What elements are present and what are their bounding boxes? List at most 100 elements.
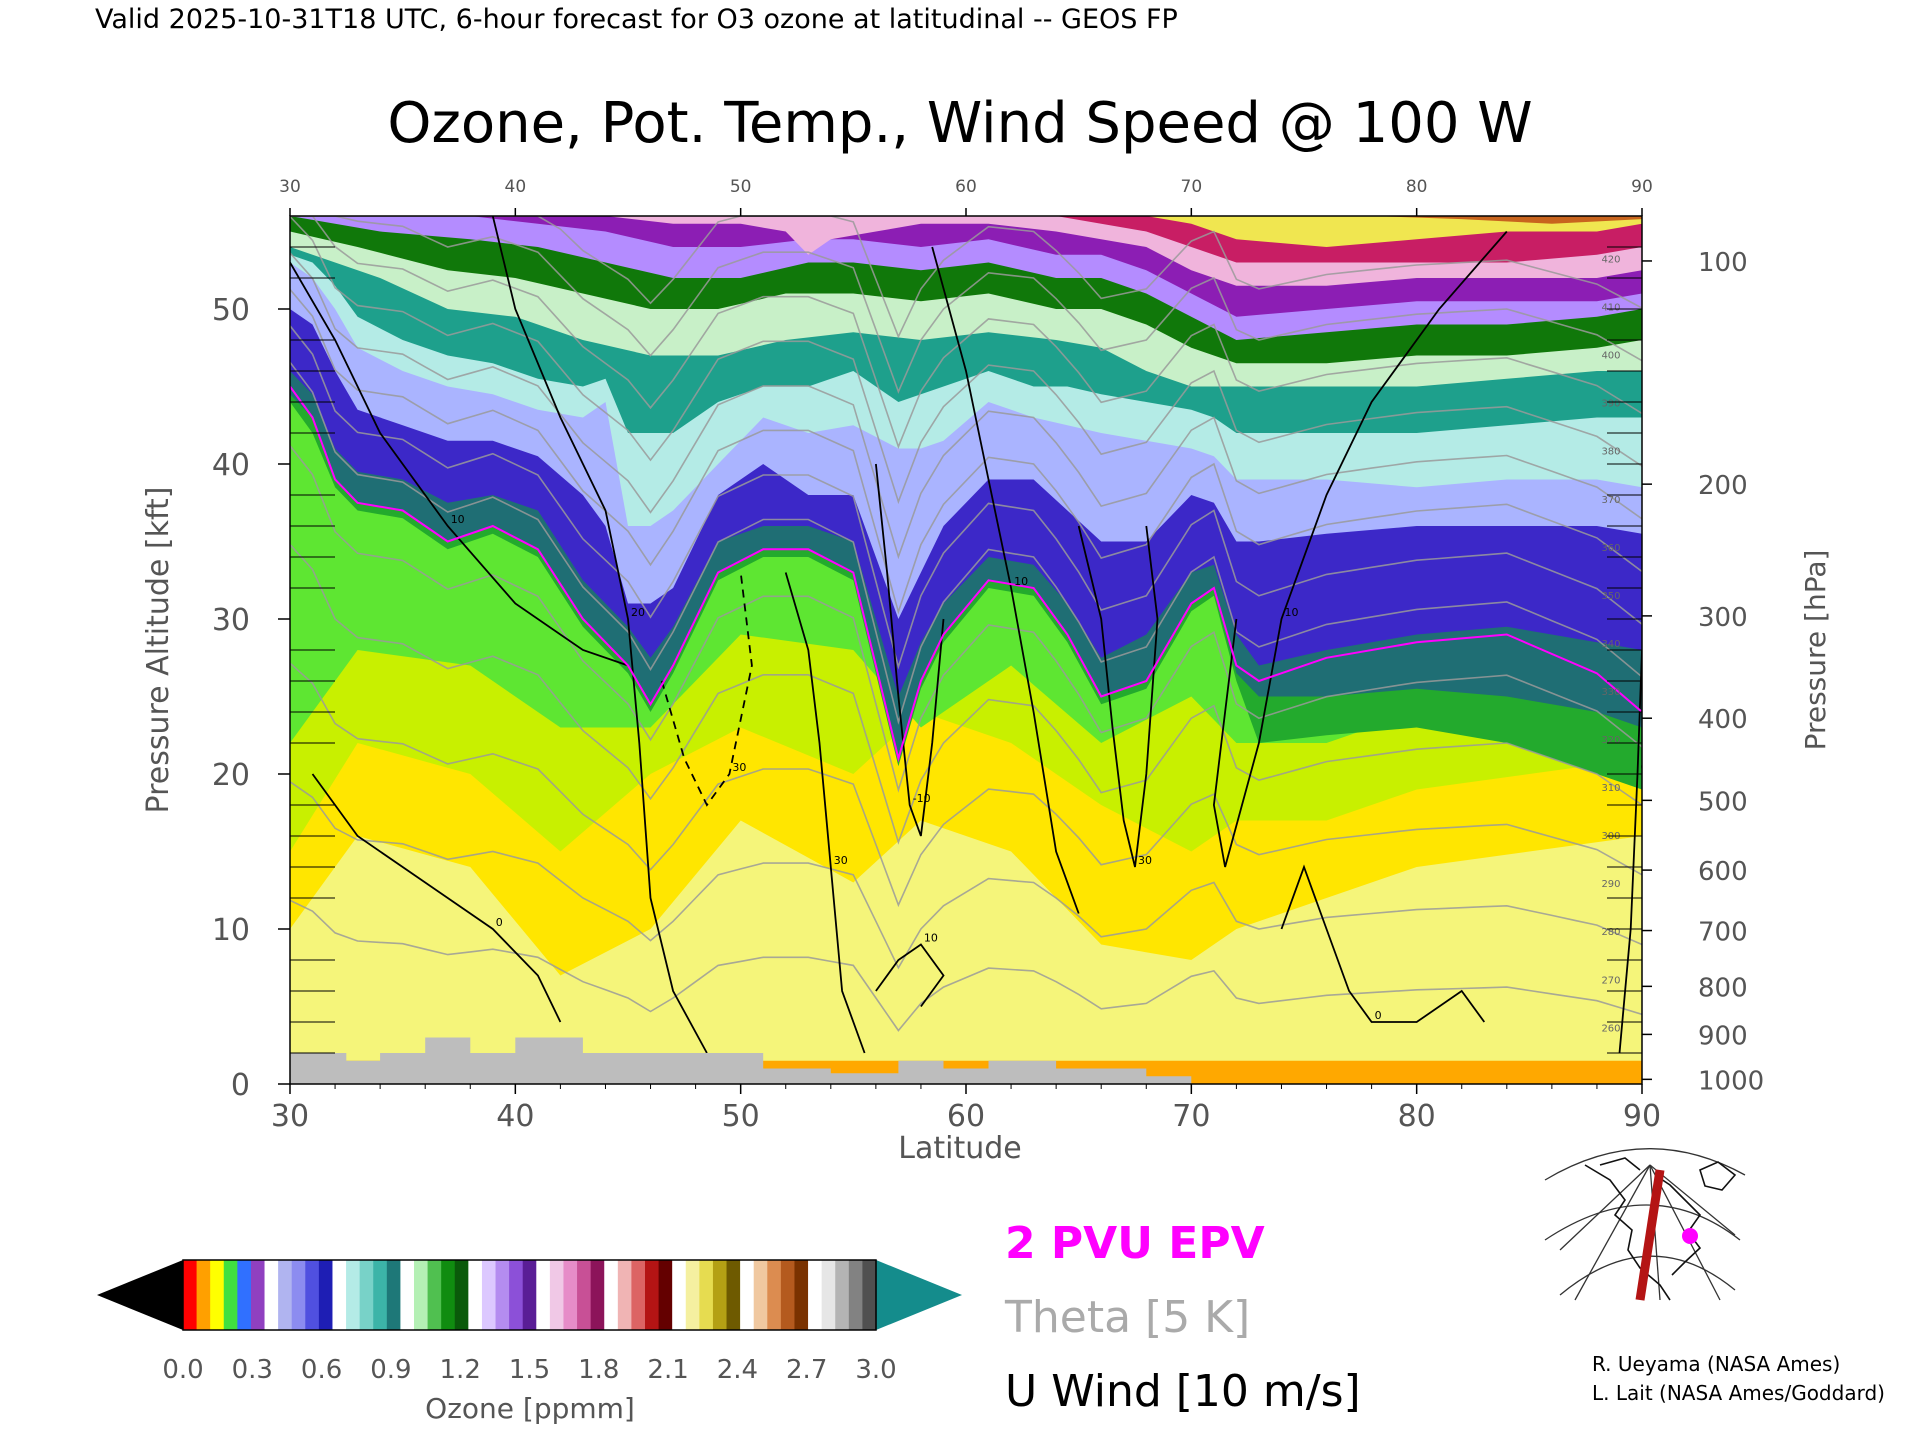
surface-terrain — [290, 1037, 1642, 1084]
map-coast-east — [1654, 1174, 1702, 1276]
colorbar-swatch — [264, 1260, 279, 1330]
theta-label: 290 — [1601, 879, 1620, 890]
theta-line-6 — [290, 325, 1642, 670]
colorbar-swatch — [400, 1260, 415, 1330]
theta-line-8 — [290, 252, 1642, 560]
x-axis-label: Latitude — [898, 1131, 1021, 1166]
colorbar-swatch — [536, 1260, 551, 1330]
pressure-tick-label: 200 — [1698, 471, 1748, 501]
colorbar-swatch — [522, 1260, 537, 1330]
colorbar-swatch — [346, 1260, 361, 1330]
pressure-tick-label: 400 — [1698, 705, 1748, 735]
x-tick-label: 30 — [271, 1099, 309, 1134]
colorbar-swatch — [712, 1260, 728, 1330]
theta-line-11 — [290, 216, 1642, 394]
colorbar-swatch — [386, 1260, 402, 1330]
colorbar-swatch — [645, 1260, 660, 1330]
locator-map — [1544, 1148, 1746, 1301]
colorbar: 0.0 0.3 0.6 0.9 1.2 1.5 1.8 2.1 2.4 2.7 3.0 — [97, 1259, 962, 1385]
colorbar-swatch — [318, 1260, 334, 1330]
colorbar-tick-label: 0.9 — [370, 1355, 411, 1385]
theta-line-3 — [290, 544, 1642, 845]
pressure-tick-label: 300 — [1698, 603, 1748, 633]
ozone-bands — [290, 216, 1642, 1061]
colorbar-swatch — [183, 1260, 198, 1330]
theta-line-7 — [290, 288, 1642, 615]
colorbar-swatch — [794, 1260, 809, 1330]
map-meridian-4 — [1574, 1164, 1651, 1301]
colorbar-swatch — [427, 1260, 442, 1330]
theta-label: 280 — [1601, 927, 1620, 938]
colorbar-swatch — [835, 1260, 850, 1330]
x-tick-label: 40 — [496, 1099, 534, 1134]
colorbar-swatch — [196, 1260, 211, 1330]
colorbar-tick-label: 2.4 — [717, 1355, 758, 1385]
u-wind-label: 10 — [1285, 606, 1299, 619]
colorbar-frame — [182, 1259, 877, 1331]
u-wind-line-8 — [1212, 230, 1508, 868]
wind-contours — [290, 216, 1642, 1054]
colorbar-swatch — [414, 1260, 429, 1330]
colorbar-swatch — [617, 1260, 633, 1330]
colorbar-swatch — [672, 1260, 687, 1330]
x-tick-top-label: 30 — [279, 177, 301, 197]
u-wind-label: 10 — [924, 932, 938, 945]
colorbar-tick-label: 0.6 — [301, 1355, 342, 1385]
theta-label: 310 — [1601, 783, 1620, 794]
y-tick-label: 0 — [231, 1068, 250, 1103]
colorbar-swatch — [862, 1260, 877, 1330]
x-tick-label: 90 — [1623, 1099, 1661, 1134]
credit-line-2: L. Lait (NASA Ames/Goddard) — [1592, 1381, 1885, 1405]
colorbar-swatch — [441, 1260, 456, 1330]
colorbar-swatch — [332, 1260, 347, 1330]
x-tick-label: 50 — [722, 1099, 760, 1134]
theta-label: 300 — [1601, 831, 1620, 842]
x-tick-label: 80 — [1398, 1099, 1436, 1134]
theta-label: 320 — [1601, 735, 1620, 746]
surface-fill — [290, 1037, 1642, 1084]
colorbar-swatch — [237, 1260, 252, 1330]
pressure-tick-label: 900 — [1698, 1021, 1748, 1051]
map-meridian-2 — [1559, 1164, 1651, 1251]
colorbar-swatch — [685, 1260, 700, 1330]
colorbar-swatch — [699, 1260, 714, 1330]
map-location-marker — [1682, 1228, 1698, 1244]
x-tick-top-label: 60 — [955, 177, 977, 197]
theta-line-1 — [290, 781, 1642, 970]
colorbar-tick-label: 2.1 — [647, 1355, 688, 1385]
u-wind-line-6 — [931, 246, 1080, 914]
y-axis-right: 100 200 300 400 500 600 700 800 900 1000 — [1607, 246, 1764, 1096]
theta-contours — [290, 216, 1642, 1032]
colorbar-swatch — [278, 1260, 293, 1330]
colorbar-tick-label: 2.7 — [786, 1355, 827, 1385]
theta-label: 270 — [1601, 975, 1620, 986]
x-tick-top-label: 80 — [1406, 177, 1428, 197]
u-wind-label: 10 — [1014, 575, 1028, 588]
y-axis-label: Pressure Altitude [kft] — [141, 487, 176, 814]
colorbar-swatch — [305, 1260, 320, 1330]
map-coast-west — [1584, 1164, 1671, 1301]
y-axis-left: 0 10 20 30 40 50 — [212, 246, 335, 1103]
colorbar-swatch — [753, 1260, 768, 1330]
colorbar-swatch — [577, 1260, 592, 1330]
theta-label: 340 — [1601, 639, 1620, 650]
theta-label: 420 — [1601, 255, 1620, 266]
colorbar-swatch — [821, 1260, 836, 1330]
colorbar-swatch — [223, 1260, 238, 1330]
y-tick-label: 50 — [212, 293, 250, 328]
theta-line-12 — [290, 216, 1642, 339]
x-tick-top-label: 90 — [1631, 177, 1653, 197]
ozone-band-16 — [1146, 216, 1642, 247]
map-greenland — [1699, 1161, 1737, 1191]
colorbar-low-arrow — [97, 1260, 183, 1330]
epv-2pvu-line — [290, 385, 1642, 763]
u-wind-label: 30 — [834, 854, 848, 867]
colorbar-high-arrow — [876, 1260, 962, 1330]
colorbar-swatch — [767, 1260, 782, 1330]
credit-line-1: R. Ueyama (NASA Ames) — [1592, 1352, 1841, 1376]
colorbar-swatch — [495, 1260, 510, 1330]
ozone-band-17 — [1371, 216, 1642, 224]
colorbar-tick-label: 3.0 — [855, 1355, 896, 1385]
colorbar-swatch — [780, 1260, 796, 1330]
